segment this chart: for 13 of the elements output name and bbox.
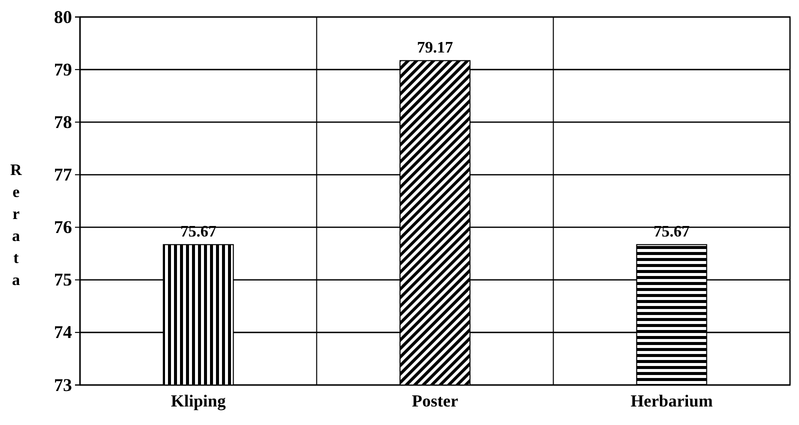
- y-tick-label: 76: [54, 217, 72, 238]
- x-tick-label: Herbarium: [630, 392, 713, 411]
- y-tick-label: 75: [54, 270, 72, 290]
- y-tick-label: 80: [54, 6, 72, 27]
- x-tick-label: Kliping: [170, 392, 226, 411]
- x-tick-label: Poster: [412, 392, 459, 411]
- y-tick-label: 77: [54, 164, 72, 184]
- y-tick-label: 74: [54, 322, 72, 342]
- y-tick-label: 78: [54, 112, 72, 132]
- y-tick-label: 73: [54, 374, 72, 395]
- data-label: 79.17: [417, 40, 453, 57]
- y-tick-label: 79: [54, 59, 72, 80]
- y-axis-title: Rerata: [10, 162, 22, 289]
